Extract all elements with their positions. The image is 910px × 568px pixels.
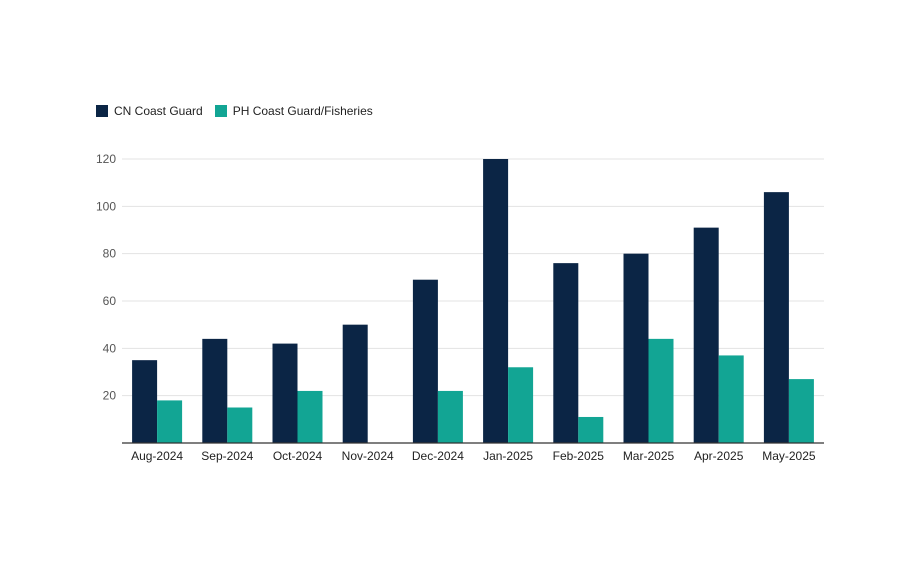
bar-ph-coast-guard	[227, 407, 253, 443]
y-tick-label: 100	[96, 199, 116, 213]
bar-ph-coast-guard	[578, 416, 604, 443]
legend-swatch-cn-coast-guard	[96, 105, 108, 117]
bar-ph-coast-guard	[157, 400, 183, 443]
legend-label-cn-coast-guard: CN Coast Guard	[114, 104, 203, 118]
bar-cn-coast-guard	[553, 263, 579, 443]
bar-cn-coast-guard	[342, 324, 368, 443]
x-tick-label: Jan-2025	[483, 449, 533, 463]
x-tick-label: Dec-2024	[412, 449, 464, 463]
bar-cn-coast-guard	[623, 253, 649, 443]
bar-ph-coast-guard	[718, 355, 744, 443]
x-tick-label: Oct-2024	[273, 449, 323, 463]
legend-item-cn-coast-guard: CN Coast Guard	[96, 104, 203, 118]
x-tick-label: Sep-2024	[201, 449, 253, 463]
bar-cn-coast-guard	[202, 338, 228, 443]
y-tick-label: 80	[103, 247, 117, 261]
bar-cn-coast-guard	[763, 192, 789, 443]
x-tick-label: Nov-2024	[342, 449, 394, 463]
x-tick-label: Mar-2025	[623, 449, 675, 463]
y-tick-label: 60	[103, 294, 117, 308]
y-tick-label: 120	[96, 152, 116, 166]
y-tick-label: 40	[103, 341, 117, 355]
legend-swatch-ph-coast-guard	[214, 105, 227, 117]
chart-legend: CN Coast Guard PH Coast Guard/Fisheries	[96, 104, 373, 118]
bar-cn-coast-guard	[272, 343, 298, 443]
bar-cn-coast-guard	[412, 279, 438, 443]
bar-ph-coast-guard	[297, 390, 323, 443]
bar-cn-coast-guard	[483, 159, 509, 443]
x-tick-label: Apr-2025	[694, 449, 744, 463]
legend-label-ph-coast-guard: PH Coast Guard/Fisheries	[232, 104, 373, 118]
bar-ph-coast-guard	[437, 390, 463, 443]
bar-cn-coast-guard	[132, 360, 158, 443]
x-tick-label: May-2025	[762, 449, 816, 463]
bar-ph-coast-guard	[648, 338, 674, 443]
x-tick-label: Aug-2024	[131, 449, 183, 463]
bar-ph-coast-guard	[508, 367, 534, 443]
legend-item-ph-coast-guard: PH Coast Guard/Fisheries	[214, 104, 373, 118]
y-tick-label: 20	[103, 389, 117, 403]
x-tick-label: Feb-2025	[553, 449, 605, 463]
bar-ph-coast-guard	[788, 379, 814, 443]
bar-cn-coast-guard	[693, 227, 719, 443]
